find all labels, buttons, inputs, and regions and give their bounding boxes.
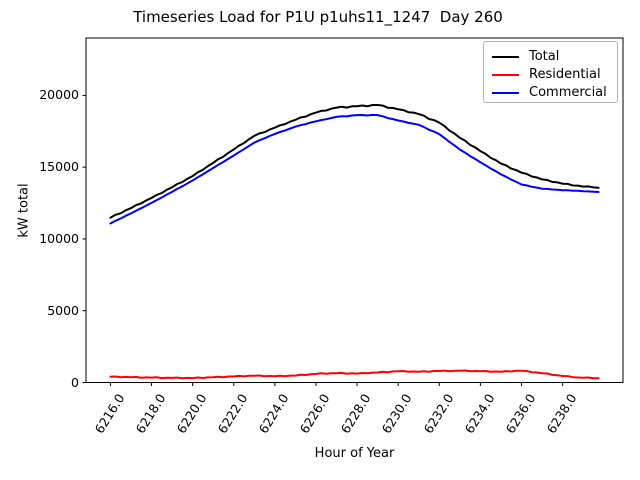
series-line-total [109, 104, 600, 219]
legend-line-swatch-total [492, 56, 519, 58]
legend-line-swatch-residential [492, 74, 519, 76]
y-axis-label: kW total [16, 183, 32, 238]
series-line-residential [109, 369, 600, 380]
y-tick-label: 0 [71, 374, 79, 390]
y-tick-label: 5000 [47, 302, 79, 318]
axes-spines [85, 37, 624, 383]
y-tick-label: 15000 [39, 159, 79, 175]
legend-label: Residential [529, 67, 601, 82]
legend-item-residential: Residential [492, 66, 609, 84]
legend-item-total: Total [492, 48, 609, 66]
legend-label: Commercial [529, 85, 607, 100]
y-tick-label: 10000 [39, 230, 79, 246]
y-tick-label: 20000 [39, 87, 79, 103]
legend: Total Residential Commercial [483, 41, 618, 103]
x-axis-label: Hour of Year [314, 446, 395, 461]
chart-title: Timeseries Load for P1U p1uhs11_1247 Day… [133, 8, 503, 26]
legend-item-commercial: Commercial [492, 84, 609, 102]
legend-line-swatch-commercial [492, 92, 519, 94]
legend-label: Total [529, 49, 560, 64]
series-line-commercial [109, 113, 600, 225]
